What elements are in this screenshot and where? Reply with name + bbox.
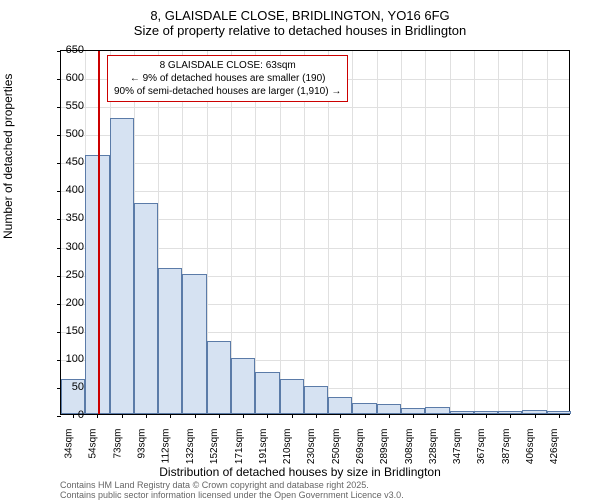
y-tick-label: 300: [66, 241, 84, 253]
x-tick-label: 112sqm: [161, 429, 172, 464]
property-marker-line: [98, 51, 100, 414]
x-tick-label: 210sqm: [282, 429, 293, 465]
x-tick-label: 367sqm: [477, 429, 488, 465]
y-tick-label: 500: [66, 128, 84, 140]
histogram-chart: 8 GLAISDALE CLOSE: 63sqm← 9% of detached…: [60, 50, 570, 415]
y-tick-label: 450: [66, 156, 84, 168]
x-tick-label: 328sqm: [428, 429, 439, 465]
x-tick-label: 152sqm: [209, 429, 220, 465]
x-tick-label: 387sqm: [501, 429, 512, 465]
y-tick-label: 550: [66, 100, 84, 112]
histogram-bar: [474, 411, 498, 414]
histogram-bar: [110, 118, 134, 414]
histogram-bar: [328, 397, 352, 414]
footer-copyright: Contains HM Land Registry data © Crown c…: [60, 480, 404, 500]
y-tick-label: 350: [66, 212, 84, 224]
x-tick-label: 171sqm: [234, 429, 245, 465]
y-axis-title: Number of detached properties: [1, 74, 15, 239]
x-tick-label: 191sqm: [258, 429, 269, 465]
x-tick-label: 230sqm: [307, 429, 318, 465]
y-tick-label: 600: [66, 72, 84, 84]
histogram-bar: [304, 386, 328, 414]
x-tick-label: 308sqm: [404, 429, 415, 465]
y-tick-label: 100: [66, 353, 84, 365]
y-tick-label: 650: [66, 44, 84, 56]
histogram-bar: [352, 403, 376, 414]
x-tick-label: 406sqm: [525, 429, 536, 465]
histogram-bar: [280, 379, 304, 414]
y-tick-label: 250: [66, 269, 84, 281]
y-tick-label: 150: [66, 325, 84, 337]
title-address: 8, GLAISDALE CLOSE, BRIDLINGTON, YO16 6F…: [0, 8, 600, 23]
histogram-bar: [401, 408, 425, 414]
x-tick-label: 269sqm: [355, 429, 366, 465]
x-tick-label: 250sqm: [331, 429, 342, 465]
histogram-bar: [450, 411, 474, 414]
histogram-bar: [207, 341, 231, 414]
x-axis-title: Distribution of detached houses by size …: [0, 465, 600, 479]
histogram-bar: [158, 268, 182, 414]
y-tick-label: 50: [72, 381, 84, 393]
histogram-bar: [182, 274, 206, 414]
x-tick-label: 289sqm: [379, 429, 390, 465]
histogram-bar: [231, 358, 255, 414]
x-tick-label: 93sqm: [137, 429, 148, 459]
chart-title: 8, GLAISDALE CLOSE, BRIDLINGTON, YO16 6F…: [0, 0, 600, 38]
annotation-callout: 8 GLAISDALE CLOSE: 63sqm← 9% of detached…: [107, 55, 348, 102]
x-tick-label: 347sqm: [452, 429, 463, 465]
histogram-bar: [522, 410, 546, 414]
histogram-bar: [134, 203, 158, 414]
y-tick-label: 200: [66, 297, 84, 309]
x-tick-label: 73sqm: [112, 429, 123, 459]
footer-line1: Contains HM Land Registry data © Crown c…: [60, 480, 404, 490]
histogram-bar: [425, 407, 449, 414]
x-tick-label: 426sqm: [549, 429, 560, 465]
histogram-bar: [547, 411, 571, 414]
footer-line2: Contains public sector information licen…: [60, 490, 404, 500]
x-tick-label: 132sqm: [185, 429, 196, 465]
histogram-bar: [498, 411, 522, 414]
x-tick-label: 54sqm: [88, 429, 99, 459]
x-tick-label: 34sqm: [64, 429, 75, 459]
histogram-bar: [377, 404, 401, 414]
title-subtitle: Size of property relative to detached ho…: [0, 23, 600, 38]
y-tick-label: 0: [78, 409, 84, 421]
histogram-bar: [255, 372, 279, 414]
y-tick-label: 400: [66, 184, 84, 196]
